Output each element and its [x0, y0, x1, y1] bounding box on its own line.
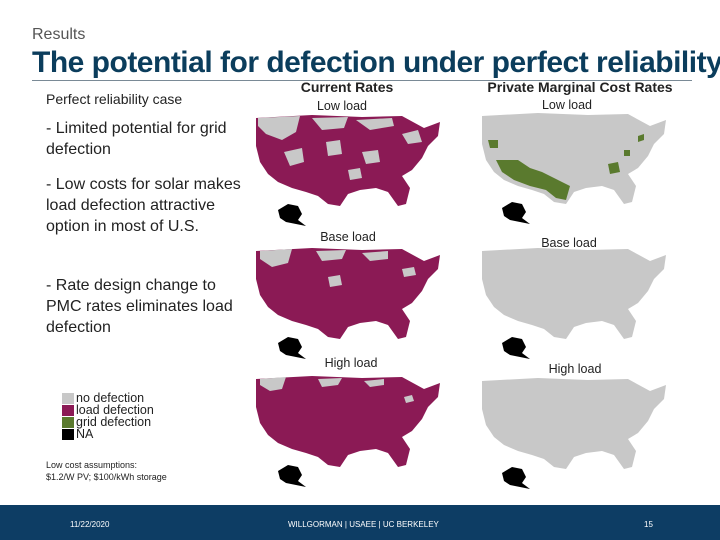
- map-current-base-load: [256, 248, 440, 359]
- legend-swatch-no-defection: [62, 392, 74, 404]
- map-label-pmc-high: High load: [548, 362, 602, 376]
- legend-label: load defection: [76, 403, 154, 417]
- title-divider: [32, 80, 692, 81]
- map-label-current-low: Low load: [316, 99, 368, 113]
- legend-item-na: NA: [62, 428, 154, 440]
- map-current-low-load: [256, 115, 440, 226]
- bullet-grid-defection: - Limited potential for grid defection: [46, 120, 227, 158]
- map-pmc-high-load: [482, 378, 666, 489]
- map-label-pmc-low: Low load: [541, 98, 593, 112]
- case-label: Perfect reliability case: [46, 91, 183, 107]
- legend-label: NA: [76, 427, 94, 441]
- footer-center-text: WILLGORMAN | USAEE | UC BERKELEY: [288, 520, 439, 529]
- section-label: Results: [32, 26, 86, 43]
- page-number: 15: [644, 520, 653, 529]
- legend-swatch-grid-defection: [62, 416, 74, 428]
- footer-date: 11/22/2020: [70, 520, 110, 529]
- note-line: $1.2/W PV; $100/kWh storage: [46, 472, 167, 482]
- map-pmc-base-load: [482, 248, 666, 359]
- column-heading-pmc-rates: Private Marginal Cost Rates: [487, 79, 673, 95]
- note-line: Low cost assumptions:: [46, 460, 138, 470]
- map-current-high-load: [256, 376, 440, 487]
- bullet-rate-design: - Rate design change to PMC rates elimin…: [46, 277, 233, 336]
- legend-swatch-na: [62, 428, 74, 440]
- map-pmc-low-load: [482, 113, 666, 224]
- cost-assumptions-note: Low cost assumptions: $1.2/W PV; $100/kW…: [46, 459, 167, 483]
- legend-item-grid-defection: grid defection: [62, 416, 154, 428]
- legend-label: grid defection: [76, 415, 152, 429]
- legend-label: no defection: [76, 391, 145, 405]
- legend-item-no-defection: no defection: [62, 392, 154, 404]
- legend-item-load-defection: load defection: [62, 404, 154, 416]
- column-heading-current-rates: Current Rates: [300, 79, 394, 95]
- map-label-current-base: Base load: [320, 230, 376, 244]
- footer-bar: [0, 505, 720, 540]
- map-label-pmc-base: Base load: [541, 236, 597, 250]
- map-label-current-high: High load: [324, 356, 378, 370]
- bullet-low-costs-solar: - Low costs for solar makes load defecti…: [46, 176, 241, 235]
- legend-swatch-load-defection: [62, 404, 74, 416]
- slide-title: The potential for defection under perfec…: [32, 46, 720, 79]
- map-legend: no defection load defection grid defecti…: [62, 392, 154, 440]
